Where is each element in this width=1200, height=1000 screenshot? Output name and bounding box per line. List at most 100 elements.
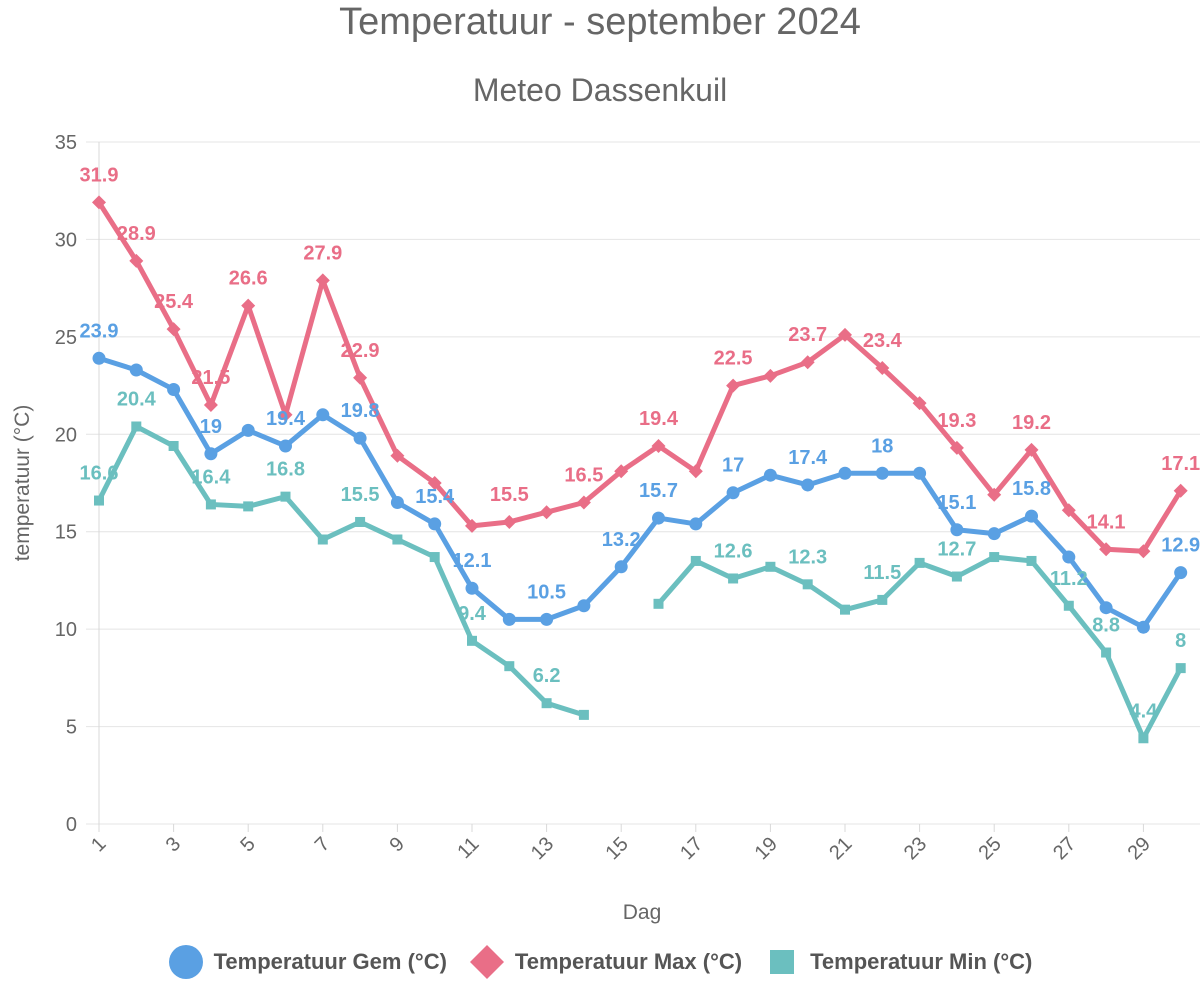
data-point[interactable] [317,534,328,545]
data-point[interactable] [728,573,739,584]
data-point[interactable] [1062,550,1076,564]
data-point[interactable] [576,495,591,510]
data-point[interactable] [1101,647,1112,658]
data-point[interactable] [801,478,815,492]
data-point[interactable] [429,552,440,563]
data-point[interactable] [465,581,479,595]
data-point[interactable] [129,253,144,268]
data-point[interactable] [94,495,104,506]
data-label: 17.1 [1161,453,1200,475]
data-point[interactable] [578,709,589,720]
data-label: 19.4 [639,408,679,430]
data-point[interactable] [688,464,703,479]
data-point[interactable] [315,273,330,288]
data-point[interactable] [131,421,142,432]
data-point[interactable] [316,408,330,422]
data-point[interactable] [1136,544,1151,559]
data-point[interactable] [129,363,143,377]
data-point[interactable] [840,604,850,615]
data-point[interactable] [355,516,366,527]
data-point[interactable] [1025,509,1038,523]
data-point[interactable] [205,499,216,510]
data-point[interactable] [989,552,1000,563]
data-point[interactable] [541,698,552,709]
data-point[interactable] [726,378,741,393]
data-point[interactable] [987,487,1002,502]
data-point[interactable] [465,518,479,533]
data-point[interactable] [278,407,293,422]
data-point[interactable] [279,439,292,453]
data-point[interactable] [204,447,218,461]
data-point[interactable] [614,560,628,574]
data-point[interactable] [838,466,852,480]
data-point[interactable] [763,468,777,482]
data-point[interactable] [502,612,516,626]
data-point[interactable] [392,534,403,545]
data-point[interactable] [726,486,740,500]
data-point[interactable] [502,514,517,529]
data-point[interactable] [913,466,927,480]
data-point[interactable] [1138,733,1149,744]
data-point[interactable] [689,517,703,531]
legend-item-gem[interactable]: Temperatuur Gem (°C) [168,944,447,980]
data-point[interactable] [800,355,815,370]
data-point[interactable] [427,476,442,490]
data-point[interactable] [802,579,813,590]
data-point[interactable] [166,322,181,337]
data-point[interactable] [653,598,664,609]
data-point[interactable] [1173,483,1188,498]
data-point[interactable] [951,571,962,582]
data-point[interactable] [1024,442,1039,457]
legend-item-max[interactable]: Temperatuur Max (°C) [469,944,742,980]
data-point[interactable] [949,440,964,455]
data-point[interactable] [690,555,701,566]
data-point[interactable] [241,423,255,437]
data-point[interactable] [875,361,890,376]
data-point[interactable] [167,382,181,396]
data-point[interactable] [1136,620,1150,634]
data-point[interactable] [428,517,442,531]
data-point[interactable] [1099,601,1113,615]
data-point[interactable] [241,298,256,313]
data-point[interactable] [92,195,106,210]
data-point[interactable] [390,495,404,509]
data-point[interactable] [1026,555,1037,566]
data-point[interactable] [540,612,554,626]
y-tick-label: 20 [55,424,77,446]
data-point[interactable] [504,661,515,672]
data-point[interactable] [243,501,254,512]
data-point[interactable] [353,370,368,385]
data-point[interactable] [1174,566,1188,580]
data-point[interactable] [877,594,888,605]
data-point[interactable] [914,557,925,568]
data-point[interactable] [763,368,778,383]
data-point[interactable] [92,351,106,365]
data-point[interactable] [950,523,964,537]
data-label: 28.9 [117,223,156,245]
data-point[interactable] [390,448,405,463]
data-point[interactable] [614,464,629,479]
data-label: 15.7 [639,480,678,502]
x-tick-label: 21 [825,833,856,864]
data-label: 12.7 [937,539,976,561]
legend-item-min[interactable]: Temperatuur Min (°C) [764,944,1032,980]
data-point[interactable] [765,561,776,572]
data-point[interactable] [168,440,179,451]
data-point[interactable] [651,438,666,453]
data-point[interactable] [1063,600,1074,611]
data-point[interactable] [912,396,927,411]
data-point[interactable] [539,505,554,520]
data-point[interactable] [1175,663,1186,674]
data-point[interactable] [875,466,889,480]
data-point[interactable] [577,599,591,613]
data-point[interactable] [987,527,1001,541]
data-point[interactable] [1061,503,1076,518]
data-point[interactable] [280,491,291,502]
data-point[interactable] [203,398,218,413]
data-point[interactable] [467,635,477,646]
data-label: 14.1 [1087,511,1126,533]
data-point[interactable] [1099,542,1114,557]
data-point[interactable] [652,511,665,525]
data-point[interactable] [838,327,852,342]
data-point[interactable] [353,431,367,445]
